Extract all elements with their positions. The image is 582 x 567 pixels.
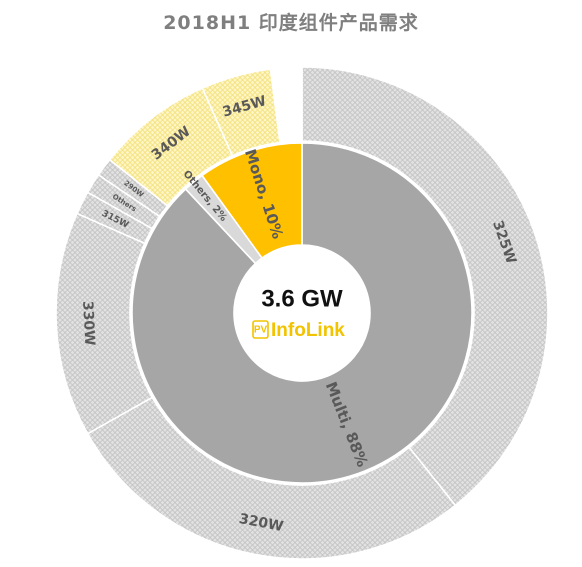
outer-ring	[55, 66, 549, 560]
center-hole	[234, 245, 370, 381]
infolink-logo-text: InfoLink	[271, 320, 345, 341]
infolink-logo: PV InfoLink	[252, 320, 345, 341]
inner-ring	[131, 142, 473, 484]
center-total-label: 3.6 GW	[261, 285, 343, 312]
outer-ring-segment-gap-8	[269, 66, 303, 144]
outer-label-330w-2: 330W	[79, 301, 97, 346]
pv-badge-text: PV	[254, 325, 268, 336]
chart-title: 2018H1 印度组件产品需求	[163, 12, 419, 34]
outer-ring-segment-325w-0	[301, 66, 549, 507]
outer-ring-segment-320w-1	[86, 396, 457, 560]
pv-badge-icon	[252, 320, 269, 339]
